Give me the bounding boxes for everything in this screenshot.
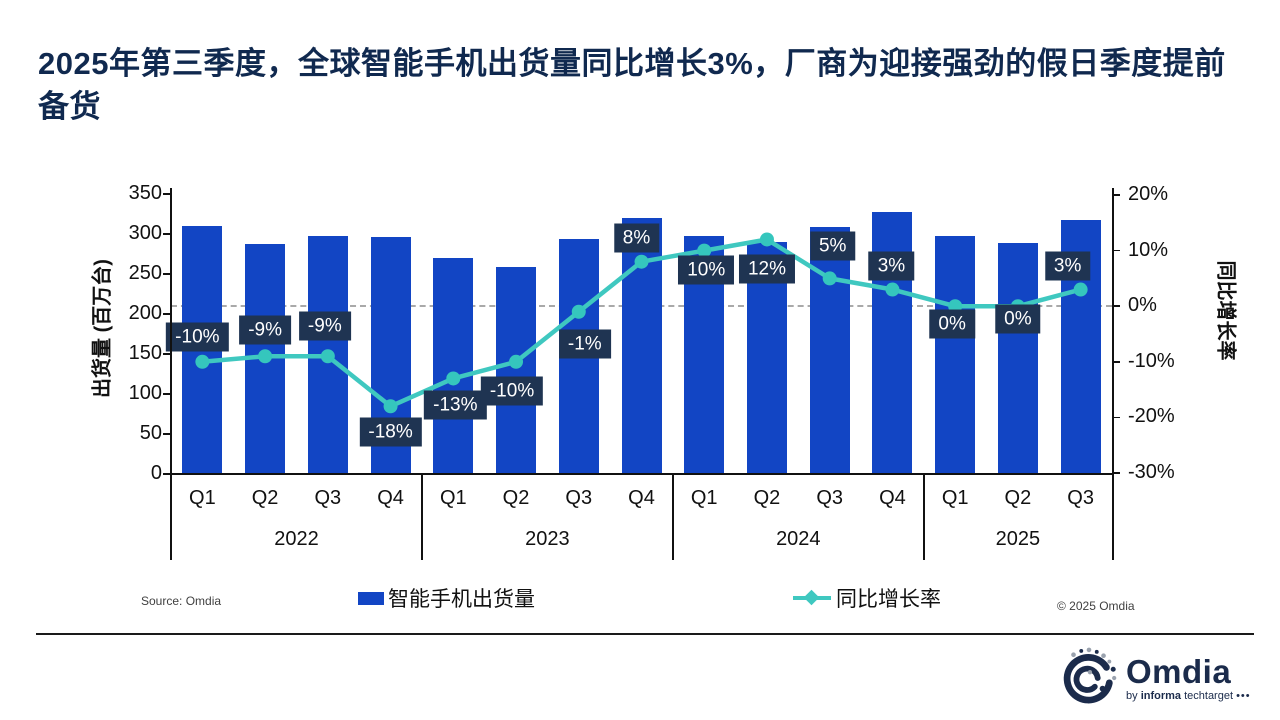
right-axis-tick-label: 10% xyxy=(1128,238,1169,261)
shipment-bar xyxy=(621,218,662,474)
x-axis-quarter-label: Q2 xyxy=(1004,487,1032,509)
x-axis-quarter-label: Q3 xyxy=(816,487,844,509)
growth-data-label: -10% xyxy=(480,376,544,406)
shipment-bar xyxy=(997,242,1038,474)
x-axis-quarter-label: Q2 xyxy=(502,487,530,509)
omdia-byline: by informa techtarget ••• xyxy=(1126,689,1251,702)
left-axis-tick-label: 50 xyxy=(139,422,162,444)
left-axis-tick-label: 150 xyxy=(128,342,162,364)
left-axis-tickmark xyxy=(163,473,171,475)
growth-data-label: -18% xyxy=(359,417,422,447)
growth-data-label: 10% xyxy=(678,255,735,285)
right-axis-tickmark xyxy=(1112,361,1120,363)
left-axis-tickmark xyxy=(163,273,171,275)
left-axis-tickmark xyxy=(163,193,171,195)
shipment-bar xyxy=(935,236,976,474)
growth-data-label: 5% xyxy=(809,231,856,261)
omdia-logo-text: Omdia by informa techtarget ••• xyxy=(1126,652,1251,702)
right-axis-tick-label: 0% xyxy=(1128,294,1157,317)
left-axis-title: 出货量 (百万台) xyxy=(91,259,114,398)
left-axis-tickmark xyxy=(163,433,171,435)
line-series-swatch-icon xyxy=(793,589,831,606)
growth-data-label: 8% xyxy=(613,223,660,253)
left-axis-tick-label: 350 xyxy=(128,182,162,204)
x-axis-quarter-label: Q3 xyxy=(565,487,593,509)
x-axis-quarter-label: Q3 xyxy=(1067,487,1094,509)
right-axis-tick-label: -30% xyxy=(1128,461,1175,483)
growth-data-label: -9% xyxy=(239,315,291,345)
right-axis-tickmark xyxy=(1112,249,1120,252)
left-axis-tickmark xyxy=(163,313,171,315)
growth-data-label: 3% xyxy=(868,251,915,281)
x-axis-baseline xyxy=(171,473,1113,475)
growth-data-label: 12% xyxy=(738,254,795,284)
legend-item-growth: 同比增长率 xyxy=(793,583,941,613)
left-axis-tick-label: 0 xyxy=(150,462,162,484)
growth-data-label: -13% xyxy=(424,390,487,420)
omdia-wordmark: Omdia xyxy=(1126,652,1232,690)
x-axis-quarter-label: Q3 xyxy=(314,487,342,509)
source-note: Source: Omdia xyxy=(141,594,222,608)
left-axis-tickmark xyxy=(163,353,171,355)
growth-data-label: 0% xyxy=(929,309,975,339)
x-axis-quarter-label: Q4 xyxy=(879,487,906,509)
x-axis-quarter-label: Q4 xyxy=(628,487,655,509)
shipment-bar xyxy=(245,244,286,474)
year-separator-line xyxy=(421,474,423,560)
right-axis-line xyxy=(1112,188,1114,560)
diamond-marker-icon xyxy=(803,589,820,606)
shipment-bar xyxy=(433,258,474,474)
legend-label-shipments: 智能手机出货量 xyxy=(388,588,535,611)
left-axis-line xyxy=(170,188,172,560)
page-title: 2025年第三季度，全球智能手机出货量同比增长3%，厂商为迎接强劲的假日季度提前… xyxy=(38,46,1226,124)
left-axis-tickmark xyxy=(163,393,171,395)
left-axis-tick-label: 200 xyxy=(128,302,162,324)
shipment-bar xyxy=(809,226,850,474)
growth-data-label: -1% xyxy=(558,329,611,359)
right-axis-tick-label: -20% xyxy=(1128,405,1175,428)
x-axis-year-label: 2023 xyxy=(525,528,570,550)
x-axis-year-label: 2024 xyxy=(776,528,821,550)
omdia-logo-icon xyxy=(1063,647,1117,704)
x-axis-quarter-label: Q1 xyxy=(941,487,969,509)
right-axis-tickmark xyxy=(1112,305,1120,307)
shipment-bar xyxy=(496,266,537,474)
right-axis-tick-label: 20% xyxy=(1128,183,1169,205)
right-axis-tickmark xyxy=(1112,416,1120,419)
x-axis-quarter-label: Q2 xyxy=(753,487,781,509)
right-axis-title: 同比增长率 xyxy=(1214,260,1237,361)
growth-data-label: 3% xyxy=(1044,251,1091,281)
omdia-logo: Omdia by informa techtarget ••• xyxy=(1058,646,1251,710)
copyright-note: © 2025 Omdia xyxy=(1057,599,1135,613)
x-axis-quarter-label: Q2 xyxy=(251,487,279,509)
shipment-bar xyxy=(307,236,348,474)
growth-data-label: -9% xyxy=(298,311,351,341)
growth-data-label: -10% xyxy=(166,322,229,352)
x-axis-quarter-label: Q1 xyxy=(439,487,467,509)
x-axis-quarter-label: Q4 xyxy=(377,487,404,509)
legend-label-growth: 同比增长率 xyxy=(836,588,941,611)
footer-divider xyxy=(36,633,1254,635)
right-axis-tickmark xyxy=(1112,472,1120,474)
growth-data-label: 0% xyxy=(995,304,1041,334)
x-axis-quarter-label: Q1 xyxy=(189,487,216,509)
year-separator-line xyxy=(923,474,925,560)
right-axis-tick-label: -10% xyxy=(1128,349,1175,372)
legend-item-shipments: 智能手机出货量 xyxy=(358,583,535,613)
left-axis-tick-label: 100 xyxy=(128,382,162,404)
right-axis-tickmark xyxy=(1112,194,1120,196)
x-axis-quarter-label: Q1 xyxy=(690,487,718,509)
x-axis-year-label: 2025 xyxy=(995,528,1041,550)
left-axis-tickmark xyxy=(163,233,171,235)
left-axis-tick-label: 300 xyxy=(128,222,162,244)
year-separator-line xyxy=(672,474,674,560)
left-axis-tick-label: 250 xyxy=(128,262,162,284)
bar-series-swatch-icon xyxy=(358,591,384,605)
x-axis-year-label: 2022 xyxy=(274,528,319,550)
